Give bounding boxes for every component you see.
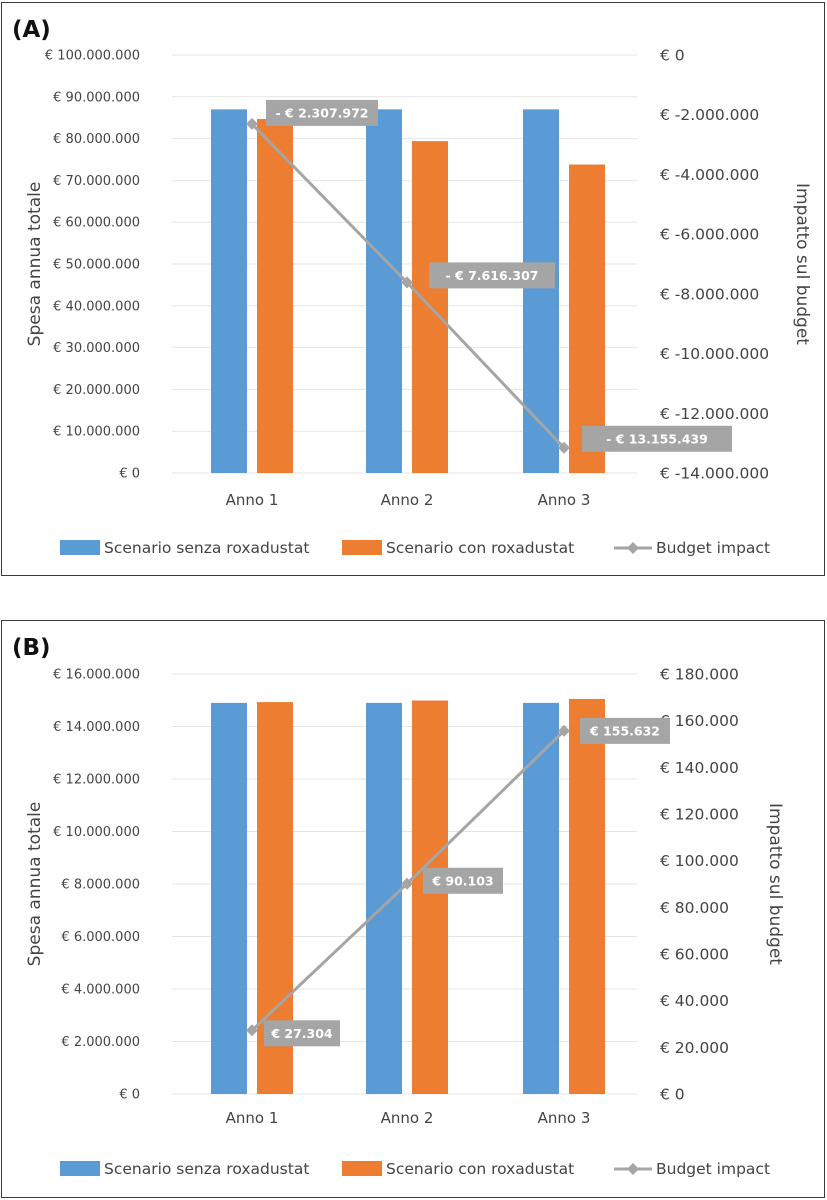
- x-tick-label: Anno 1: [226, 491, 279, 509]
- y2-tick-label: € 160.000: [660, 712, 739, 730]
- budget-impact-marker: [558, 441, 570, 454]
- y-tick-label: € 20.000.000: [53, 383, 140, 398]
- budget-impact-marker: [558, 724, 570, 737]
- legend-label: Scenario con roxadustat: [386, 539, 574, 557]
- bar-senza-roxadustat: [523, 109, 559, 473]
- data-label-box: [429, 262, 555, 289]
- data-label-box: [582, 425, 732, 452]
- y-tick-label: € 70.000.000: [53, 174, 140, 189]
- y2-tick-label: € 0: [660, 47, 685, 65]
- data-label: - € 13.155.439: [606, 431, 708, 446]
- y2-tick-label: € 20.000: [660, 1039, 729, 1057]
- y-tick-label: € 2.000.000: [61, 1035, 140, 1050]
- chart-panel-a: (A) € 0 € 10.000.000 € 20.000.000 € 30.000.0…: [1, 2, 825, 576]
- x-tick-label: Anno 2: [381, 1109, 434, 1127]
- y-axis-title: Spesa annua totale: [25, 802, 45, 967]
- y-tick-label: € 40.000.000: [53, 299, 140, 314]
- legend-swatch-senza: [60, 1161, 100, 1176]
- bar-senza-roxadustat: [366, 702, 402, 1094]
- y2-tick-label: € 120.000: [660, 806, 739, 824]
- y-tick-label: € 12.000.000: [53, 773, 140, 788]
- bar-con-roxadustat: [257, 118, 293, 473]
- legend-marker-budget: [627, 542, 639, 554]
- panel-label: (B): [12, 635, 51, 661]
- chart-b-svg: (B) € 0 € 2.000.000 € 4.000.000 € 6.000.000 €…: [12, 635, 785, 1178]
- legend-swatch-con: [342, 540, 382, 555]
- legend-swatch-con: [342, 1161, 382, 1176]
- y-tick-label: € 14.000.000: [53, 720, 140, 735]
- y-axis-title: Spesa annua totale: [25, 182, 45, 347]
- data-label: € 155.632: [589, 723, 660, 738]
- y2-tick-label: € -2.000.000: [660, 106, 759, 124]
- y-tick-label: € 30.000.000: [53, 341, 140, 356]
- y2-tick-label: € 100.000: [660, 852, 739, 870]
- legend-swatch-senza: [60, 540, 100, 555]
- budget-impact-marker: [401, 877, 413, 890]
- y2-tick-label: € -12.000.000: [660, 405, 769, 423]
- legend-label: Budget impact: [656, 539, 770, 557]
- y2-tick-label: € -14.000.000: [660, 465, 769, 483]
- y2-axis-title: Impatto sul budget: [765, 803, 785, 965]
- y-tick-label: € 10.000.000: [53, 425, 140, 440]
- legend-label: Scenario con roxadustat: [386, 1160, 574, 1178]
- y-tick-label: € 4.000.000: [61, 983, 140, 998]
- data-label-box: [580, 717, 670, 744]
- x-tick-label: Anno 2: [381, 491, 434, 509]
- legend-marker-budget: [627, 1163, 639, 1175]
- y-tick-label: € 16.000.000: [53, 668, 140, 683]
- y2-tick-label: € 80.000: [660, 899, 729, 917]
- y-tick-label: € 60.000.000: [53, 216, 140, 231]
- y-tick-label: € 6.000.000: [61, 930, 140, 945]
- data-label-box: [266, 99, 378, 126]
- y-tick-label: € 10.000.000: [53, 825, 140, 840]
- legend-label: Scenario senza roxadustat: [104, 539, 309, 557]
- bar-senza-roxadustat: [366, 109, 402, 473]
- budget-impact-marker: [401, 276, 413, 289]
- data-label: - € 2.307.972: [276, 105, 369, 120]
- y2-tick-label: € 60.000: [660, 946, 729, 964]
- panel-label: (A): [12, 17, 51, 43]
- x-tick-label: Anno 1: [226, 1109, 279, 1127]
- data-label: € 27.304: [270, 1026, 333, 1041]
- budget-impact-marker: [246, 117, 258, 130]
- bar-senza-roxadustat: [211, 702, 247, 1094]
- y2-tick-label: € 40.000: [660, 992, 729, 1010]
- budget-impact-marker: [246, 1024, 258, 1037]
- y2-tick-label: € -8.000.000: [660, 285, 759, 303]
- bar-con-roxadustat: [412, 700, 448, 1094]
- y2-tick-label: € 180.000: [660, 666, 739, 684]
- y-tick-label: € 90.000.000: [53, 90, 140, 105]
- x-tick-label: Anno 3: [538, 491, 591, 509]
- data-label: € 90.103: [431, 873, 493, 888]
- y-tick-label: € 100.000.000: [45, 49, 140, 64]
- y-tick-label: € 80.000.000: [53, 132, 140, 147]
- y-tick-label: € 50.000.000: [53, 258, 140, 273]
- y2-tick-label: € 0: [660, 1086, 685, 1104]
- data-label-box: [423, 867, 503, 894]
- x-tick-label: Anno 3: [538, 1109, 591, 1127]
- legend-label: Budget impact: [656, 1160, 770, 1178]
- y-tick-label: € 0: [119, 467, 140, 482]
- y2-tick-label: € -4.000.000: [660, 166, 759, 184]
- y2-tick-label: € 140.000: [660, 759, 739, 777]
- bar-senza-roxadustat: [211, 109, 247, 473]
- data-label-box: [264, 1020, 340, 1047]
- y-tick-label: € 8.000.000: [61, 878, 140, 893]
- chart-a-svg: (A) € 0 € 10.000.000 € 20.000.000 € 30.000.0…: [12, 17, 812, 557]
- y-tick-label: € 0: [119, 1088, 140, 1103]
- y2-tick-label: € -10.000.000: [660, 345, 769, 363]
- y2-tick-label: € -6.000.000: [660, 226, 759, 244]
- legend-label: Scenario senza roxadustat: [104, 1160, 309, 1178]
- bar-senza-roxadustat: [523, 702, 559, 1094]
- data-label: - € 7.616.307: [446, 268, 539, 283]
- bar-con-roxadustat: [569, 698, 605, 1094]
- y2-axis-title: Impatto sul budget: [792, 183, 812, 345]
- chart-panel-b: (B) € 0 € 2.000.000 € 4.000.000 € 6.000.000 €…: [1, 620, 825, 1198]
- bar-con-roxadustat: [569, 164, 605, 474]
